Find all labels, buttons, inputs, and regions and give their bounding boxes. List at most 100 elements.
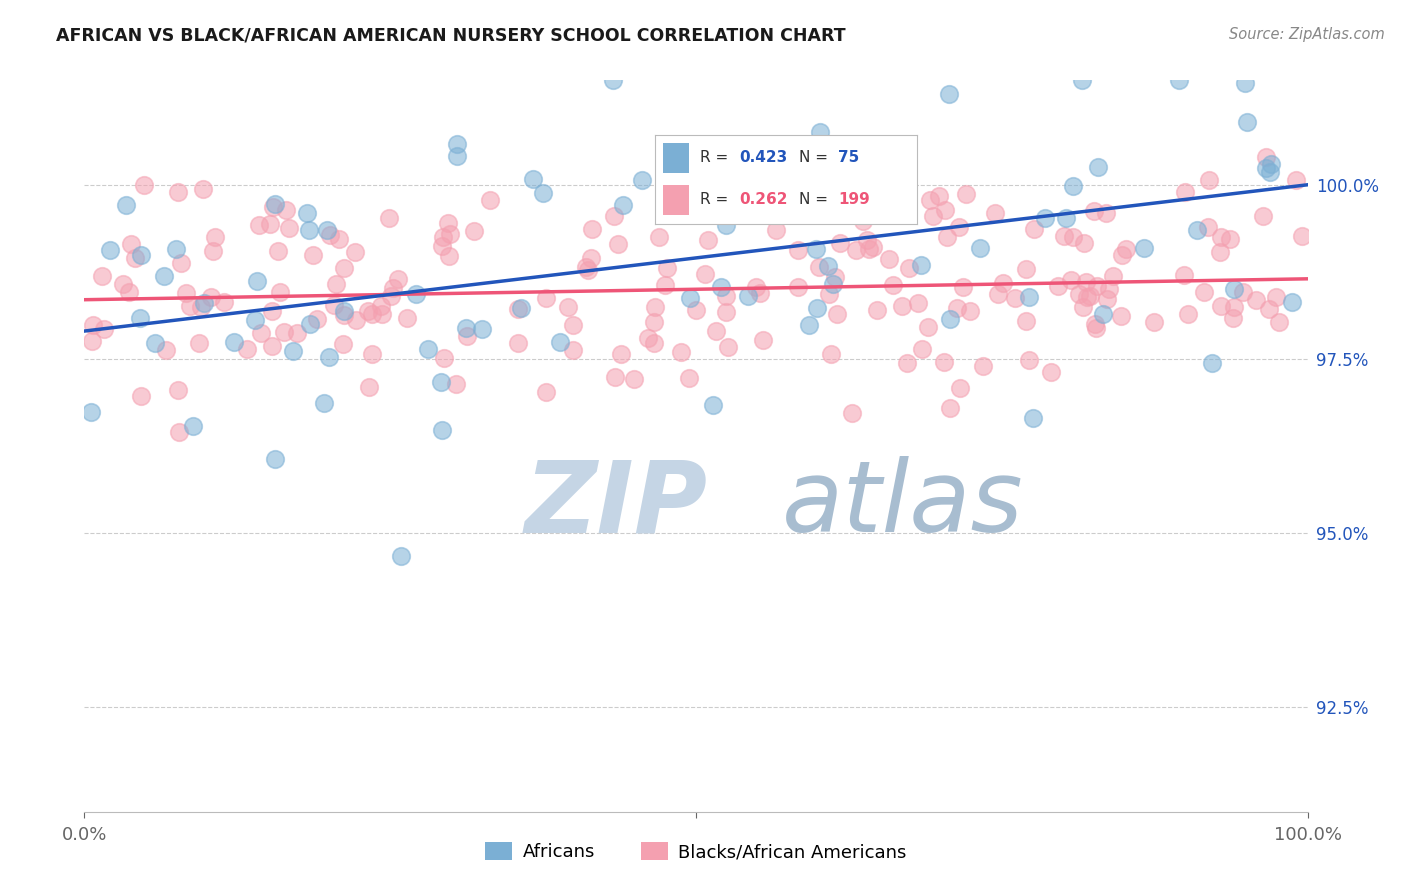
Blacks/African Americans (818, 287, 841, 301)
Blacks/African Americans (825, 307, 848, 321)
Blacks/African Americans (1177, 307, 1199, 321)
Text: Source: ZipAtlas.com: Source: ZipAtlas.com (1229, 27, 1385, 42)
Blacks/African Americans (82, 334, 104, 348)
Africans (98, 243, 121, 257)
Blacks/African Americans (332, 336, 354, 351)
Blacks/African Americans (1098, 282, 1121, 296)
Africans (405, 287, 427, 301)
Blacks/African Americans (212, 294, 235, 309)
Blacks/African Americans (830, 236, 852, 251)
Blacks/African Americans (984, 206, 1007, 220)
Blacks/African Americans (1251, 209, 1274, 223)
Blacks/African Americans (866, 302, 889, 317)
Blacks/African Americans (1173, 268, 1195, 282)
Blacks/African Americans (328, 231, 350, 245)
Blacks/African Americans (637, 331, 659, 345)
Africans (939, 311, 962, 326)
Africans (821, 277, 844, 291)
Blacks/African Americans (1076, 276, 1098, 290)
Africans (299, 317, 322, 331)
Blacks/African Americans (737, 205, 759, 219)
Blacks/African Americans (444, 377, 467, 392)
Blacks/African Americans (579, 251, 602, 265)
Blacks/African Americans (187, 335, 209, 350)
Blacks/African Americans (278, 221, 301, 235)
Blacks/African Americans (179, 299, 201, 313)
Blacks/African Americans (131, 389, 153, 403)
Blacks/African Americans (82, 318, 104, 332)
Blacks/African Americans (1084, 317, 1107, 331)
Africans (1260, 165, 1282, 179)
Africans (128, 310, 150, 325)
Text: 199: 199 (838, 192, 870, 207)
Africans (742, 203, 765, 218)
Blacks/African Americans (371, 306, 394, 320)
Blacks/African Americans (1198, 173, 1220, 187)
Text: R =: R = (700, 192, 733, 207)
Blacks/African Americans (934, 202, 956, 217)
Blacks/African Americans (610, 346, 633, 360)
Africans (1281, 295, 1303, 310)
Africans (115, 198, 138, 212)
Blacks/African Americans (302, 248, 325, 262)
Blacks/African Americans (704, 158, 727, 172)
Blacks/African Americans (1115, 242, 1137, 256)
Blacks/African Americans (623, 372, 645, 386)
Blacks/African Americans (396, 310, 419, 325)
Blacks/African Americans (607, 237, 630, 252)
Blacks/African Americans (202, 244, 225, 259)
Blacks/African Americans (111, 277, 134, 292)
Blacks/African Americans (714, 289, 737, 303)
Blacks/African Americans (845, 243, 868, 257)
Africans (389, 549, 412, 563)
Africans (716, 218, 738, 232)
Africans (808, 124, 831, 138)
Africans (316, 223, 339, 237)
Blacks/African Americans (898, 261, 921, 276)
Blacks/African Americans (1085, 279, 1108, 293)
Africans (1185, 223, 1208, 237)
Africans (153, 269, 176, 284)
Blacks/African Americans (643, 315, 665, 329)
Blacks/African Americans (439, 249, 461, 263)
Blacks/African Americans (1022, 222, 1045, 236)
Blacks/African Americans (1097, 292, 1119, 306)
Blacks/African Americans (259, 217, 281, 231)
Text: AFRICAN VS BLACK/AFRICAN AMERICAN NURSERY SCHOOL CORRELATION CHART: AFRICAN VS BLACK/AFRICAN AMERICAN NURSER… (56, 27, 846, 45)
Blacks/African Americans (319, 227, 342, 242)
Africans (702, 398, 724, 412)
Blacks/African Americans (557, 300, 579, 314)
Africans (416, 343, 439, 357)
Africans (1222, 282, 1244, 296)
Blacks/African Americans (1222, 311, 1244, 326)
Africans (631, 172, 654, 186)
Blacks/African Americans (922, 209, 945, 223)
Africans (129, 248, 152, 262)
Africans (454, 320, 477, 334)
Africans (243, 313, 266, 327)
Blacks/African Americans (534, 384, 557, 399)
Africans (709, 279, 731, 293)
Blacks/African Americans (907, 296, 929, 310)
Blacks/African Americans (949, 381, 972, 395)
Blacks/African Americans (716, 305, 738, 319)
Africans (1062, 178, 1084, 193)
Blacks/African Americans (344, 245, 367, 260)
Africans (429, 375, 451, 389)
Blacks/African Americans (603, 209, 626, 223)
Blacks/African Americans (170, 256, 193, 270)
Blacks/African Americans (333, 308, 356, 322)
Africans (264, 451, 287, 466)
Blacks/African Americans (1174, 186, 1197, 200)
Blacks/African Americans (955, 186, 977, 201)
Africans (318, 351, 340, 365)
Africans (522, 172, 544, 186)
Blacks/African Americans (841, 406, 863, 420)
Blacks/African Americans (1232, 285, 1254, 300)
Blacks/African Americans (357, 304, 380, 318)
Africans (1070, 73, 1092, 87)
Blacks/African Americans (917, 320, 939, 334)
Africans (1054, 211, 1077, 225)
Blacks/African Americans (262, 339, 284, 353)
Blacks/African Americans (1209, 229, 1232, 244)
